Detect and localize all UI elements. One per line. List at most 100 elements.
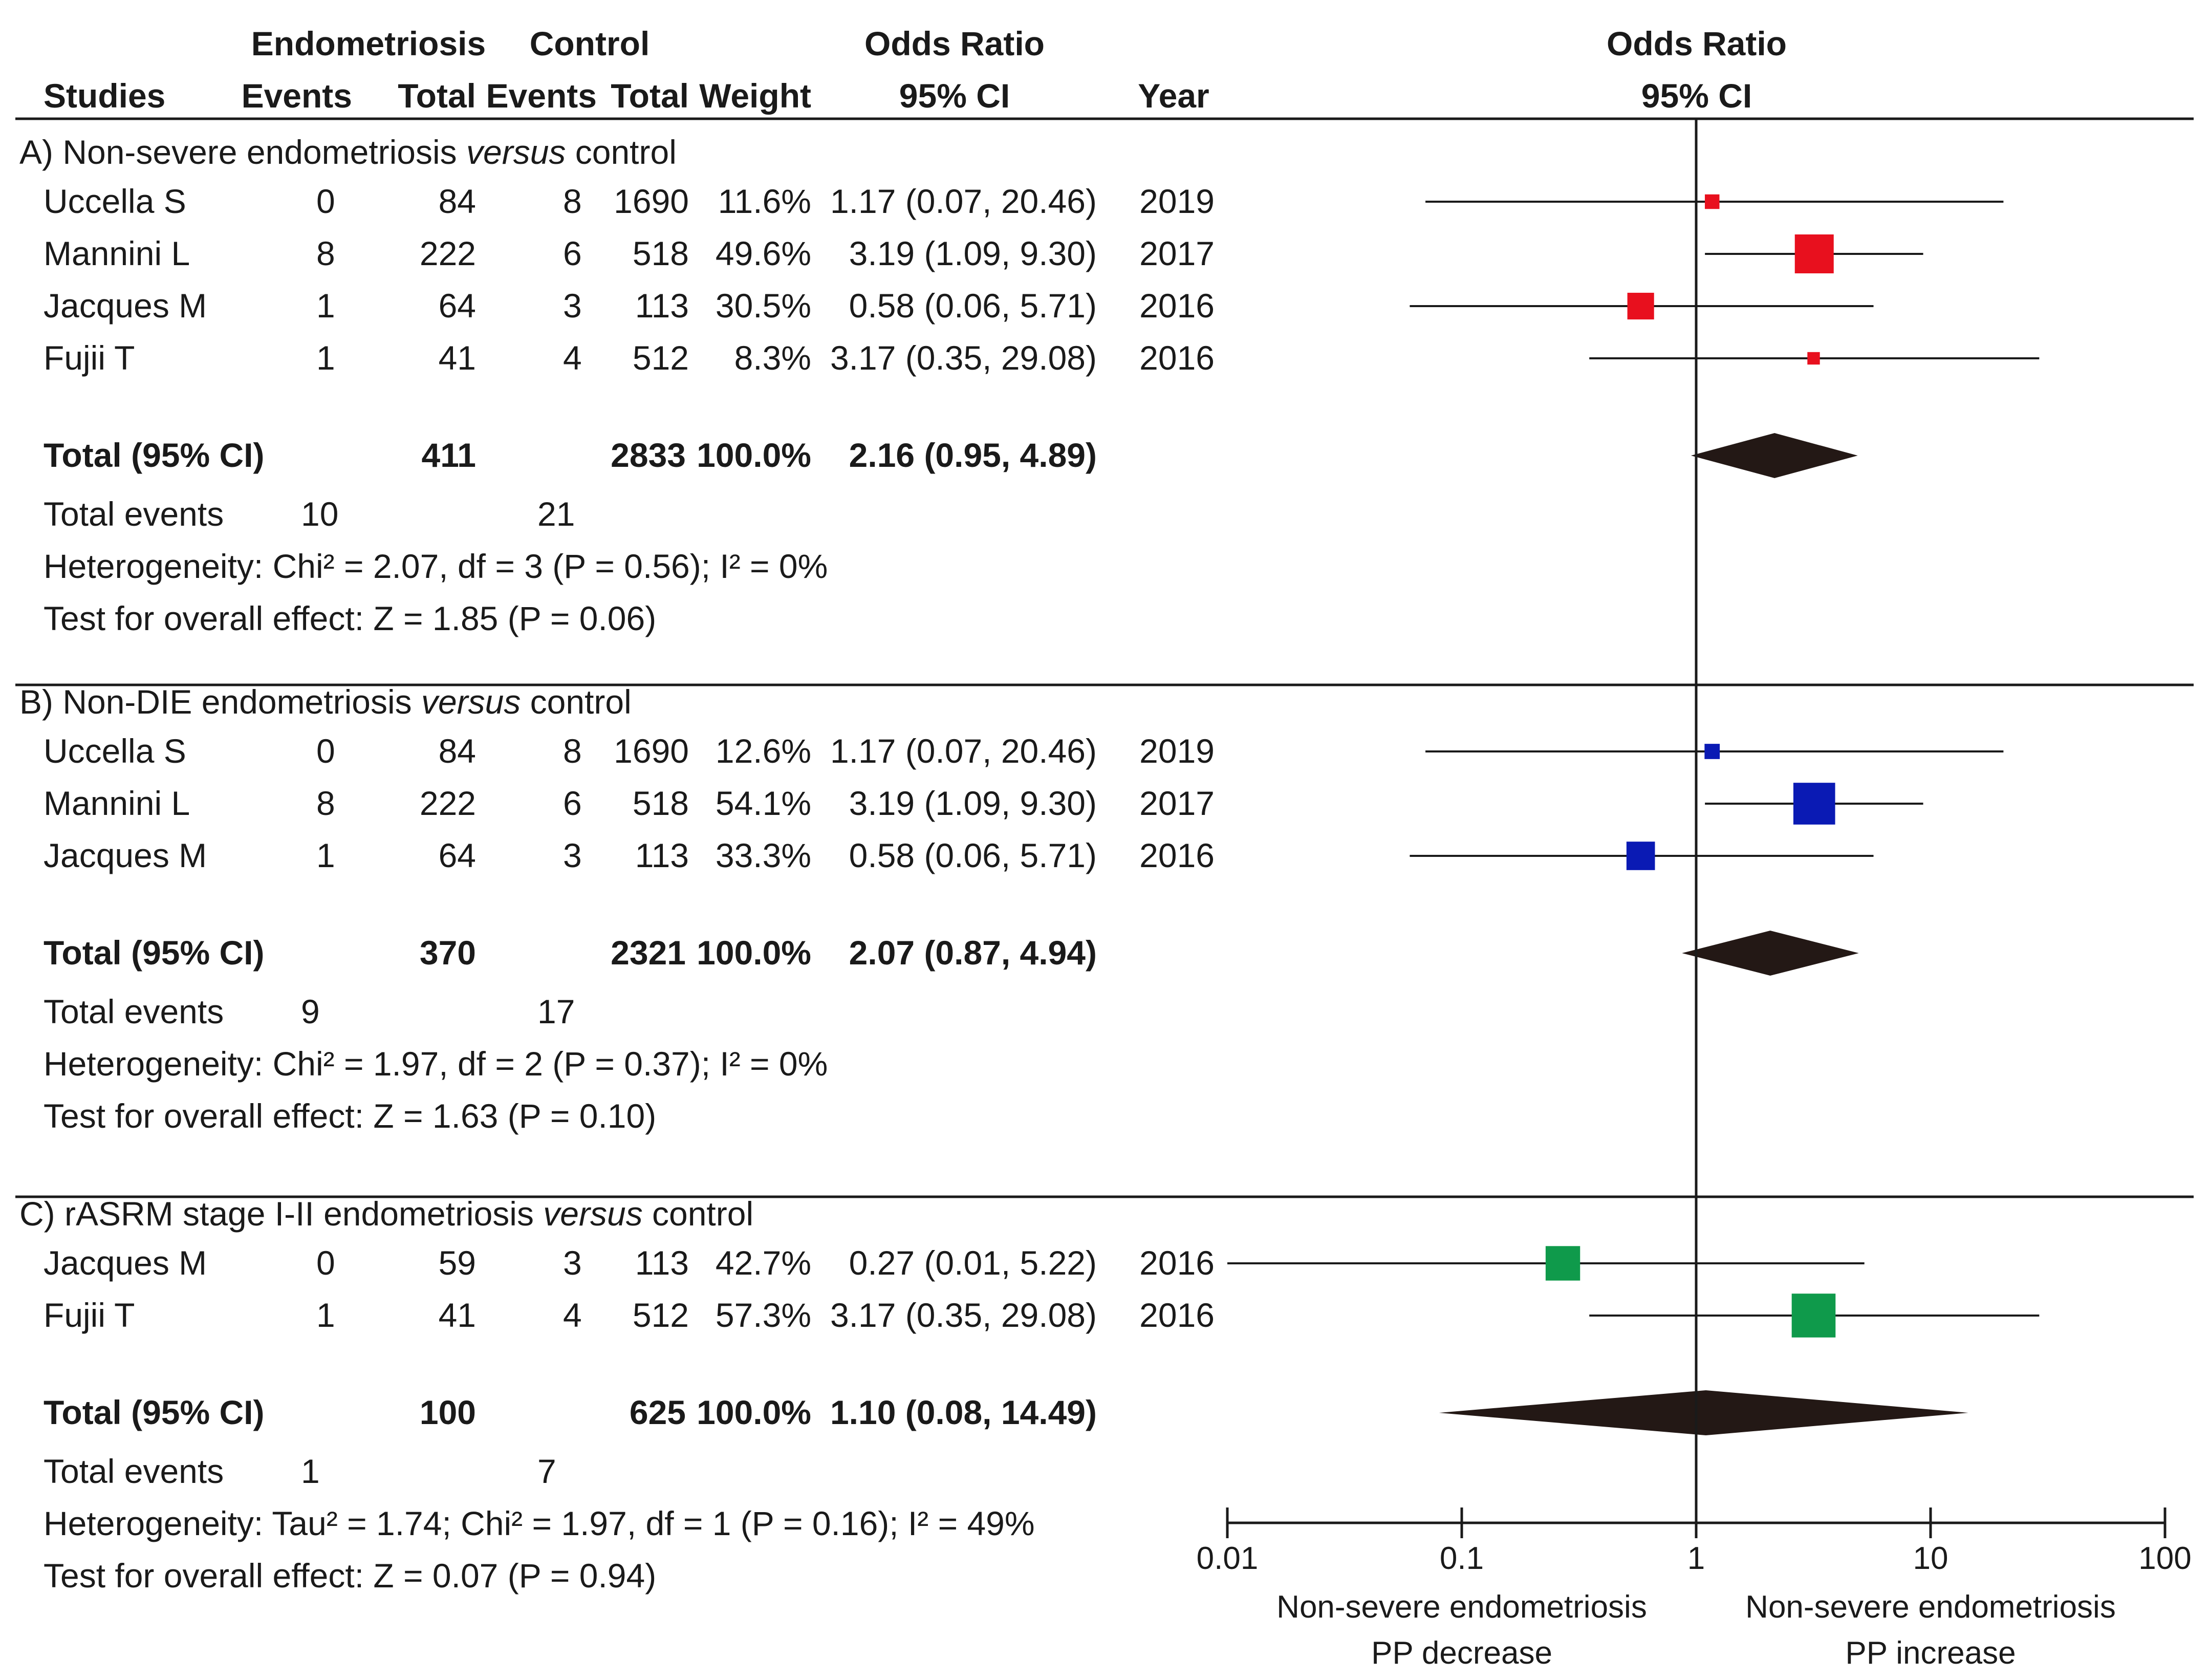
table-row: Mannini L 8 222 6 518 49.6% 3.19 (1.09, 9.30) 2…: [44, 234, 1215, 272]
total-weight: 100.0%: [697, 1393, 811, 1431]
pooled-diamond: [1682, 931, 1859, 976]
ctrl-total: 1690: [614, 182, 689, 220]
odds-ratio-ci: 3.19 (1.09, 9.30): [849, 784, 1097, 822]
x-tick-label: 100: [2138, 1541, 2191, 1576]
endo-events: 1: [316, 836, 335, 874]
total-events-endo: 9: [301, 993, 320, 1030]
pooled-diamond: [1439, 1390, 1968, 1435]
weight: 54.1%: [716, 784, 811, 822]
section-title: C) rASRM stage I-II endometriosis versus…: [19, 1195, 753, 1233]
ctrl-events: 4: [563, 1296, 582, 1334]
total-row: Total (95% CI) 411 2833 100.0% 2.16 (0.95, 4…: [44, 436, 1097, 474]
table-row: Uccella S 0 84 8 1690 11.6% 1.17 (0.07, 20.46)…: [44, 182, 1215, 220]
odds-ratio-ci: 0.58 (0.06, 5.71): [849, 836, 1097, 874]
header-endo-total: Total: [398, 77, 476, 115]
study-name: Jacques M: [44, 836, 207, 874]
x-tick-label: 0.1: [1440, 1541, 1484, 1576]
total-odds-ratio: 2.07 (0.87, 4.94): [849, 934, 1097, 972]
year: 2017: [1139, 234, 1215, 272]
x-tick-label: 0.01: [1197, 1541, 1259, 1576]
odds-ratio-ci: 1.17 (0.07, 20.46): [830, 732, 1097, 770]
study-name: Mannini L: [44, 234, 190, 272]
heterogeneity-text: Heterogeneity: Chi² = 2.07, df = 3 (P = …: [44, 547, 828, 585]
x-label-left-line1: Non-severe endometriosis: [1276, 1589, 1647, 1625]
table-row: Jacques M 0 59 3 113 42.7% 0.27 (0.01, 5.22) 20…: [44, 1244, 1215, 1282]
x-tick-label: 10: [1913, 1541, 1948, 1576]
weight: 30.5%: [716, 287, 811, 325]
ctrl-total: 512: [633, 1296, 689, 1334]
total-events-endo: 10: [301, 495, 338, 533]
endo-events: 8: [316, 784, 335, 822]
total-row: Total (95% CI) 370 2321 100.0% 2.07 (0.87, 4…: [44, 934, 1097, 972]
odds-ratio-ci: 3.17 (0.35, 29.08): [830, 339, 1097, 377]
total-endo: 370: [420, 934, 476, 972]
section-title-part: control: [521, 683, 631, 721]
header-odds-ratio: Odds Ratio: [864, 25, 1045, 62]
ctrl-total: 113: [635, 287, 689, 325]
plot-area: 0.01 0.1 1 10 100 Non-severe endometriosis PP …: [1197, 119, 2192, 1671]
header-endo-events: Events: [242, 77, 352, 115]
study-name: Fujii T: [44, 1296, 135, 1334]
total-label: Total (95% CI): [44, 1393, 264, 1431]
point-estimate-square: [1626, 842, 1655, 870]
year: 2016: [1139, 1296, 1215, 1334]
section-title: A) Non-severe endometriosis versus contr…: [19, 133, 677, 171]
total-endo: 100: [420, 1393, 476, 1431]
header-studies: Studies: [44, 77, 165, 115]
year: 2016: [1139, 1244, 1215, 1282]
study-name: Mannini L: [44, 784, 190, 822]
point-estimate-square: [1545, 1246, 1580, 1281]
ctrl-events: 6: [563, 234, 582, 272]
table-row: Fujii T 1 41 4 512 57.3% 3.17 (0.35, 29.08) 201…: [44, 1296, 1215, 1334]
total-weight: 100.0%: [697, 436, 811, 474]
endo-total: 41: [439, 339, 476, 377]
total-label: Total (95% CI): [44, 436, 264, 474]
endo-events: 0: [316, 732, 335, 770]
point-estimate-square: [1807, 352, 1820, 365]
study-name: Fujii T: [44, 339, 135, 377]
year: 2016: [1139, 339, 1215, 377]
endo-total: 59: [439, 1244, 476, 1282]
total-ctrl: 625: [630, 1393, 686, 1431]
endo-events: 0: [316, 182, 335, 220]
ctrl-total: 113: [635, 1244, 689, 1282]
x-label-right-line2: PP increase: [1845, 1635, 2016, 1671]
year: 2019: [1139, 182, 1215, 220]
endo-total: 84: [439, 182, 476, 220]
total-events-endo: 1: [301, 1452, 320, 1490]
endo-events: 1: [316, 339, 335, 377]
heterogeneity-text: Heterogeneity: Tau² = 1.74; Chi² = 1.97,…: [44, 1504, 1035, 1542]
x-label-right-line1: Non-severe endometriosis: [1745, 1589, 2116, 1625]
total-row: Total (95% CI) 100 625 100.0% 1.10 (0.08, 14…: [44, 1393, 1097, 1431]
table-row: Jacques M 1 64 3 113 33.3% 0.58 (0.06, 5.71) 20…: [44, 836, 1215, 874]
total-odds-ratio: 1.10 (0.08, 14.49): [830, 1393, 1097, 1431]
total-weight: 100.0%: [697, 934, 811, 972]
endo-total: 64: [439, 836, 476, 874]
section-title-italic: versus: [466, 133, 566, 171]
total-events-ctrl: 21: [537, 495, 575, 533]
weight: 11.6%: [718, 182, 811, 220]
section-title: B) Non-DIE endometriosis versus control: [19, 683, 632, 721]
sections: A) Non-severe endometriosis versus contr…: [15, 133, 2194, 1595]
section-b: B) Non-DIE endometriosis versus control U…: [19, 683, 1215, 1135]
point-estimate-square: [1627, 292, 1654, 320]
table-row: Fujii T 1 41 4 512 8.3% 3.17 (0.35, 29.08) 2016: [44, 339, 1215, 377]
study-name: Uccella S: [44, 732, 186, 770]
table-row: Uccella S 0 84 8 1690 12.6% 1.17 (0.07, 20.46)…: [44, 732, 1215, 770]
weight: 33.3%: [716, 836, 811, 874]
ctrl-events: 3: [563, 287, 582, 325]
endo-total: 84: [439, 732, 476, 770]
section-title-part: control: [643, 1195, 753, 1233]
study-name: Uccella S: [44, 182, 186, 220]
table-header: Endometriosis Control Odds Ratio Odds Ra…: [44, 25, 1787, 115]
point-estimate-square: [1791, 1294, 1836, 1338]
table-row: Mannini L 8 222 6 518 54.1% 3.19 (1.09, 9.30) 2…: [44, 784, 1215, 822]
ctrl-events: 3: [563, 836, 582, 874]
section-title-part: A) Non-severe endometriosis: [19, 133, 466, 171]
weight: 12.6%: [716, 732, 811, 770]
endo-total: 222: [420, 784, 476, 822]
pooled-diamond: [1691, 433, 1858, 478]
table-row: Jacques M 1 64 3 113 30.5% 0.58 (0.06, 5.71) 20…: [44, 287, 1215, 325]
weight: 8.3%: [734, 339, 811, 377]
